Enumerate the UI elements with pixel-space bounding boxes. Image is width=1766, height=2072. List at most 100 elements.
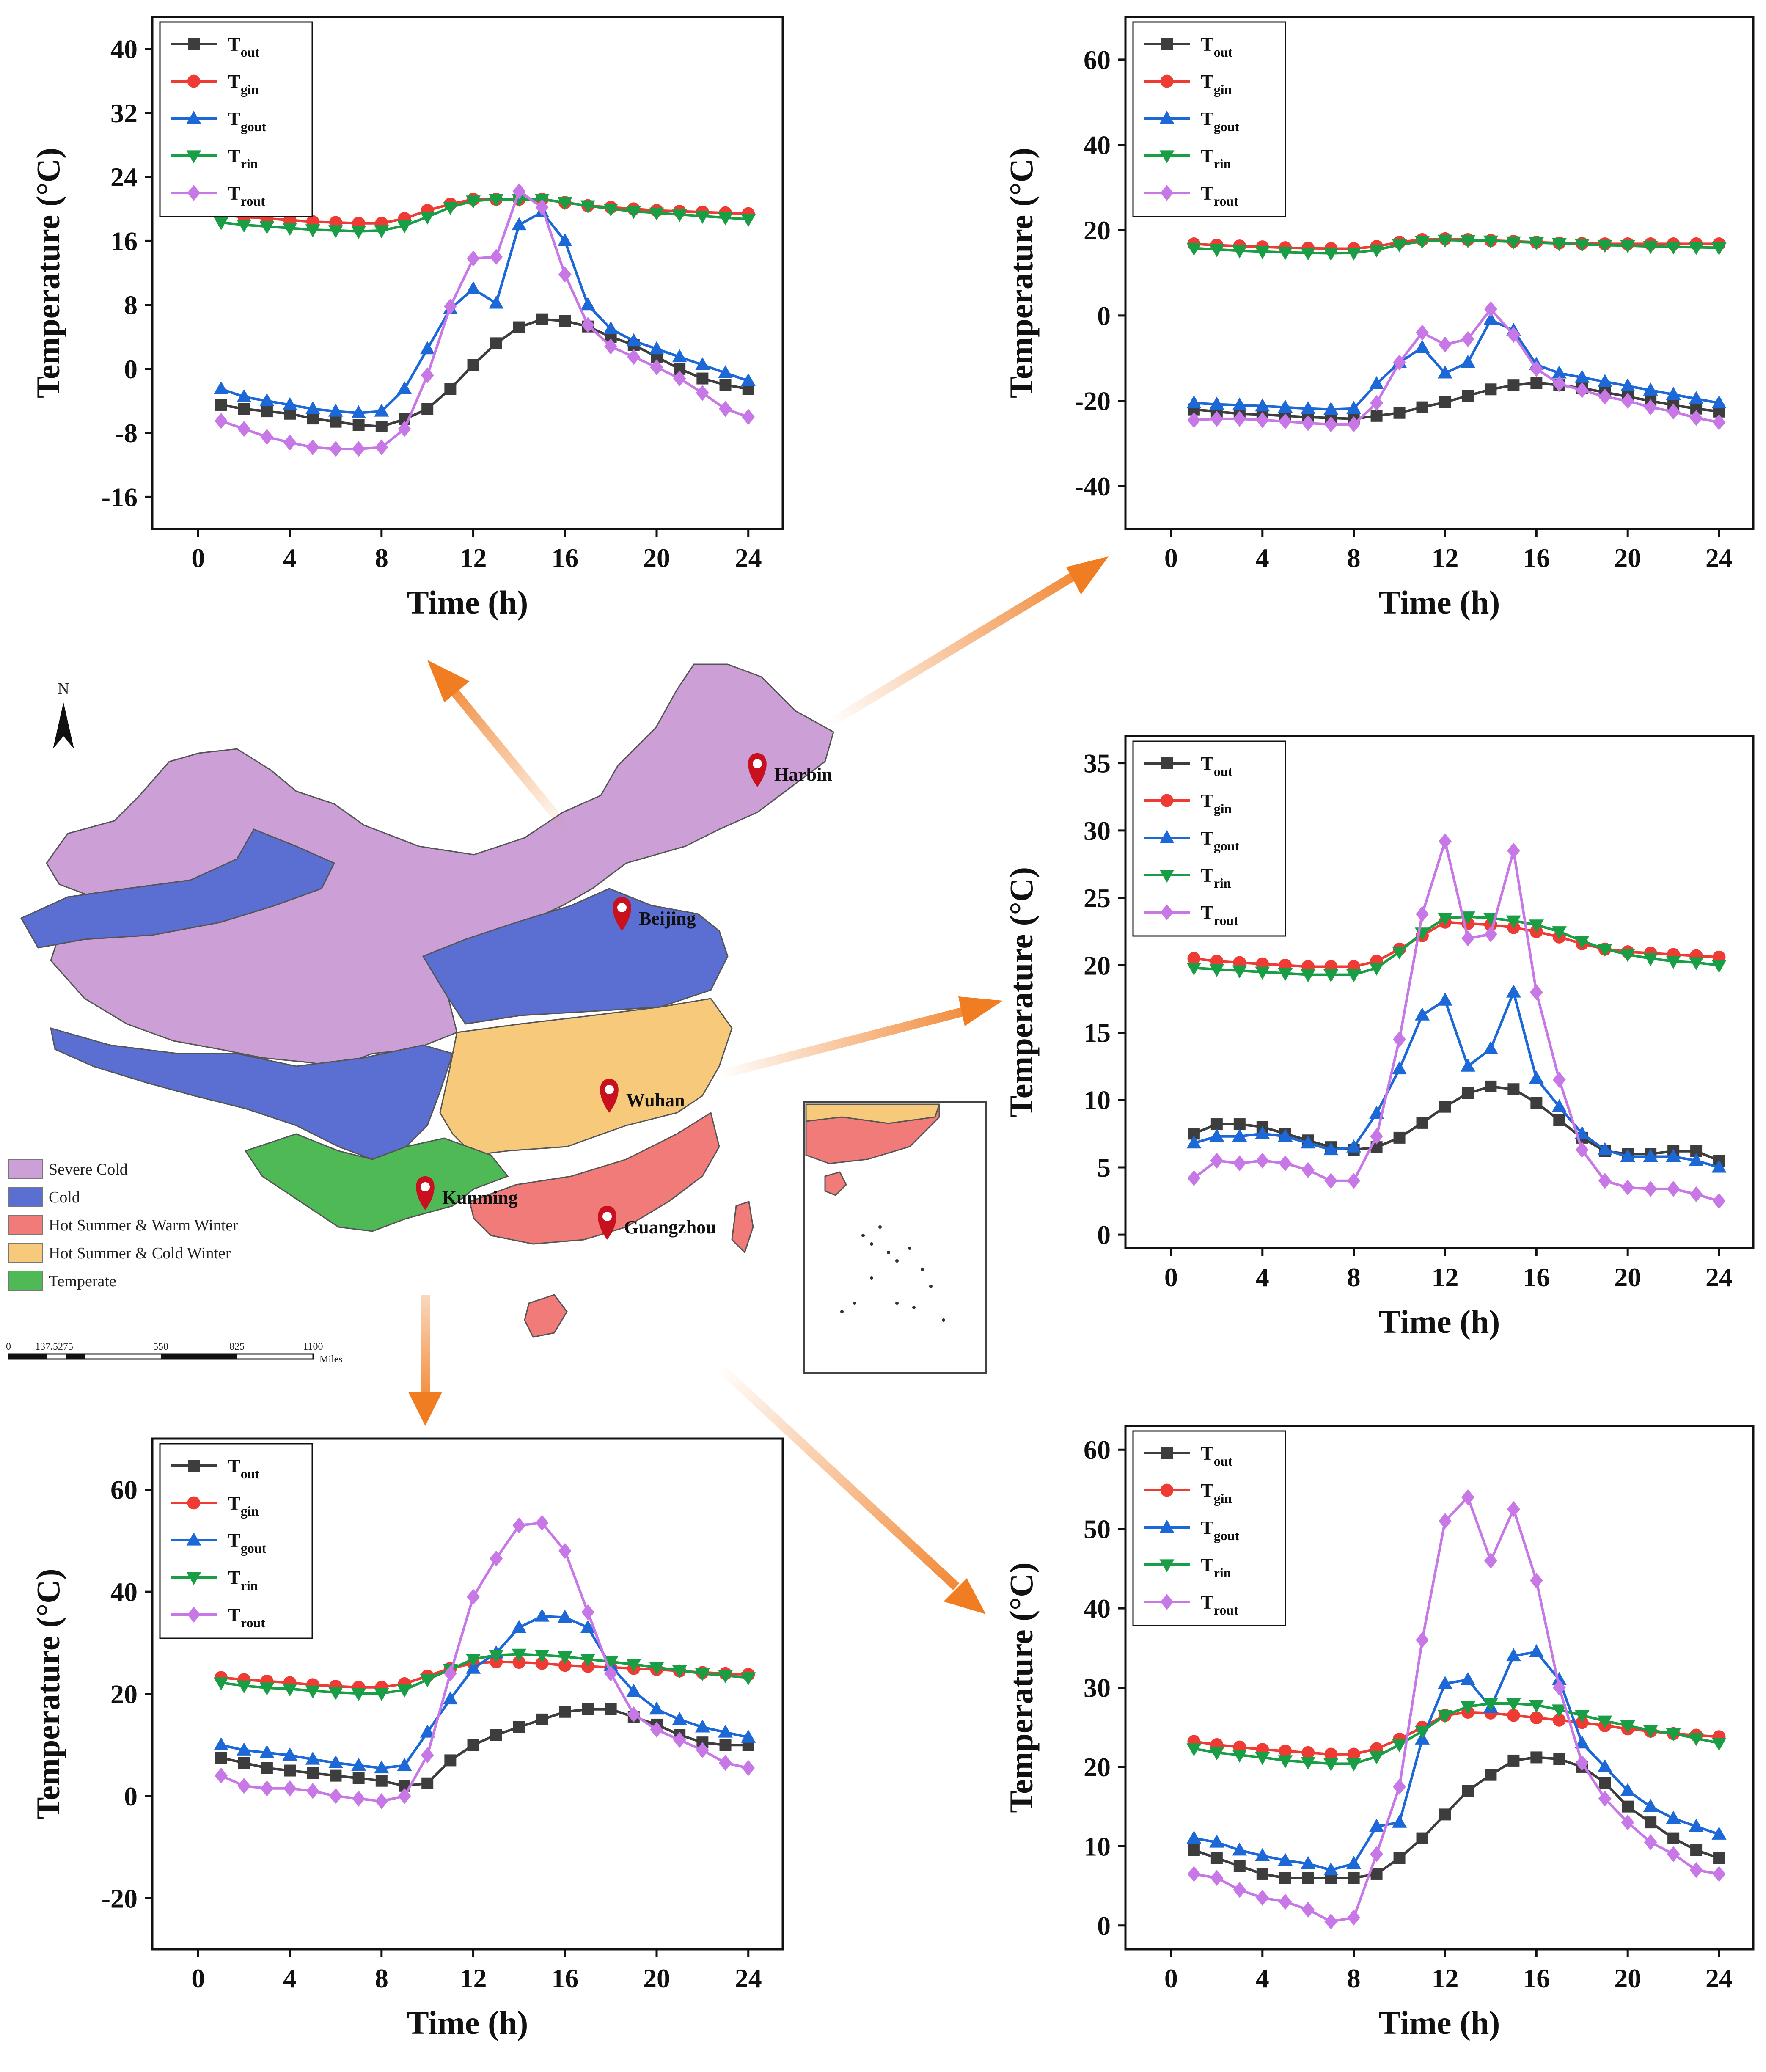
data-point-rin <box>328 1687 343 1701</box>
data-point-rin <box>1597 1715 1612 1729</box>
data-point-rin <box>1323 248 1339 261</box>
data-point-rout <box>1575 1755 1589 1771</box>
data-point-rout <box>398 421 411 437</box>
data-point-rout <box>1416 325 1429 341</box>
legend-marker-gin <box>1160 74 1174 88</box>
y-tick-label: 20 <box>1084 1752 1111 1782</box>
data-point-rout <box>1507 1501 1520 1517</box>
data-point-rin <box>512 1648 527 1662</box>
data-point-rout <box>1507 327 1520 343</box>
legend-marker-rout <box>1160 904 1174 920</box>
legend-swatch <box>8 1271 43 1291</box>
data-point-out <box>1507 379 1520 391</box>
data-point-rout <box>1529 360 1543 377</box>
data-point-rin <box>1301 969 1316 982</box>
data-point-rout <box>1347 1172 1361 1189</box>
data-point-rin <box>214 1677 229 1691</box>
x-tick-label: 12 <box>1431 1963 1458 1993</box>
data-point-out <box>1348 1872 1360 1884</box>
data-point-gout <box>1460 1058 1475 1072</box>
legend: Tout Tgin Tgout Trin Trout <box>1132 1430 1286 1626</box>
data-point-gout <box>420 1724 435 1738</box>
data-point-out <box>1393 1852 1406 1864</box>
y-tick-label: 8 <box>124 290 138 320</box>
data-point-out <box>1416 401 1428 413</box>
arrow-to-kunming <box>408 1295 442 1426</box>
data-point-gout <box>1255 1848 1270 1861</box>
y-axis-label: Temperature (°C) <box>30 1568 66 1819</box>
data-point-out <box>1462 1087 1474 1099</box>
legend-label-gin: Tgin <box>228 71 259 97</box>
legend-marker-rin <box>1159 870 1175 883</box>
data-point-gout <box>420 341 435 355</box>
data-point-gout <box>1460 1672 1475 1685</box>
chart-kunming: 0 4 8 12 16 20 24 -20 0 20 40 60 Time (h) Temperature… <box>0 1422 795 2072</box>
data-point-gout <box>374 1760 389 1774</box>
data-point-rin <box>1209 244 1224 257</box>
arrow-to-wuhan <box>718 996 1003 1079</box>
legend-label-out: Tout <box>228 33 259 60</box>
data-point-gout <box>512 217 527 231</box>
data-point-rout <box>512 183 526 200</box>
wuhan-plot: 0 4 8 12 16 20 24 0 5 10 15 20 25 30 35 Time (h) Tempera… <box>1003 735 1755 1340</box>
data-point-gout <box>695 1719 710 1733</box>
scale-tick-label: 1100 <box>303 1341 323 1352</box>
data-point-rin <box>1255 246 1270 259</box>
y-tick-label: -8 <box>115 418 138 448</box>
legend-marker-gin <box>187 1496 201 1510</box>
plot-frame <box>1124 16 1755 530</box>
data-point-rout <box>1210 1153 1224 1169</box>
data-point-rin <box>1711 242 1727 256</box>
data-point-gout <box>1551 1099 1567 1112</box>
legend-marker-rin <box>1159 1559 1175 1573</box>
data-point-gout <box>626 1684 641 1697</box>
data-point-rout <box>673 1732 686 1748</box>
legend: Tout Tgin Tgout Trin Trout <box>159 1443 313 1639</box>
data-point-gout <box>741 1729 756 1743</box>
legend-marker-rout <box>1160 185 1174 201</box>
series-gout <box>214 1608 756 1774</box>
city-guangzhou: Guangzhou <box>598 1206 716 1240</box>
data-point-gout <box>1346 1856 1362 1869</box>
legend-marker-gout <box>1159 110 1175 124</box>
x-tick-label: 4 <box>283 1963 297 1993</box>
legend-label-gout: Tgout <box>1201 108 1239 134</box>
y-tick-label: 60 <box>110 1475 138 1505</box>
legend-label-out: Tout <box>1201 33 1232 60</box>
arrow-to-harbin <box>827 556 1109 728</box>
data-point-rout <box>1187 1866 1201 1882</box>
data-point-rin <box>1666 956 1681 969</box>
data-point-rin <box>1232 245 1247 259</box>
legend-marker-out <box>1161 757 1173 769</box>
data-point-rout <box>1598 1790 1612 1807</box>
north-arrow-icon <box>53 702 74 749</box>
data-point-out <box>1485 1769 1497 1781</box>
data-point-gout <box>1643 1149 1658 1162</box>
data-point-rin <box>718 1670 733 1684</box>
y-tick-label: 20 <box>1084 215 1111 245</box>
data-point-rin <box>1689 242 1704 255</box>
data-point-rout <box>1529 1572 1543 1589</box>
legend-marker-gin <box>1160 1483 1174 1497</box>
data-point-gout <box>649 341 664 355</box>
data-point-out <box>238 1757 250 1769</box>
legend-marker-rout <box>187 185 201 201</box>
data-point-gout <box>1689 1819 1704 1832</box>
data-point-out <box>1302 1872 1314 1884</box>
scale-tick-label: 825 <box>229 1341 245 1352</box>
data-point-rout <box>1667 1846 1680 1862</box>
x-tick-label: 0 <box>1164 1963 1178 1993</box>
data-point-out <box>1233 1860 1246 1872</box>
data-point-gout <box>1711 1159 1727 1173</box>
data-point-out <box>1553 1114 1565 1126</box>
climate-zone-map: N Harbin Beijing Wuhan Kunming Guangzhou Sev… <box>6 663 987 1374</box>
x-tick-label: 12 <box>460 543 487 573</box>
data-point-rin <box>1369 1751 1384 1764</box>
data-point-gin <box>1279 1745 1292 1758</box>
data-point-rout <box>673 370 686 387</box>
data-point-out <box>1530 377 1543 389</box>
y-tick-label: 60 <box>1084 45 1111 75</box>
data-point-rin <box>1711 1738 1727 1751</box>
data-point-rin <box>1346 248 1362 261</box>
data-point-rin <box>1506 915 1521 929</box>
